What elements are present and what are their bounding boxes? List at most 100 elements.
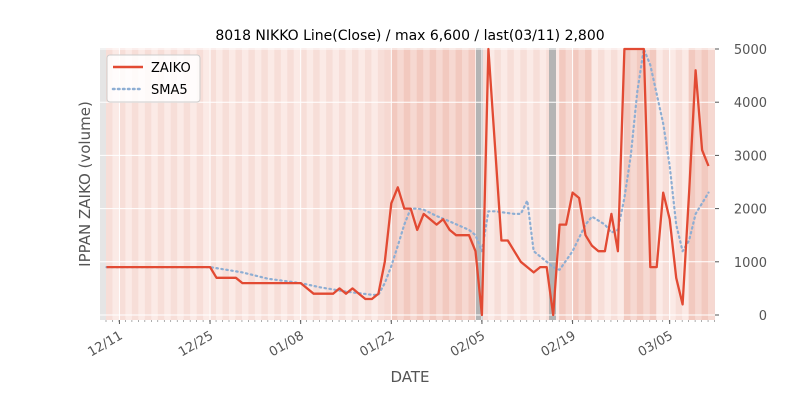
day-band xyxy=(358,48,366,320)
day-band xyxy=(287,48,295,320)
day-band xyxy=(675,48,683,320)
day-band xyxy=(267,48,275,320)
day-band xyxy=(565,48,573,320)
day-band xyxy=(235,48,243,320)
x-tick-label: 03/05 xyxy=(636,328,676,360)
chart-title: 8018 NIKKO Line(Close) / max 6,600 / las… xyxy=(215,28,604,44)
day-band xyxy=(164,48,172,320)
day-band xyxy=(591,48,599,320)
day-band xyxy=(533,48,541,320)
day-band xyxy=(695,48,702,320)
day-band xyxy=(352,48,359,320)
day-band xyxy=(254,48,262,320)
day-band xyxy=(416,48,424,320)
day-band xyxy=(423,48,431,320)
day-band xyxy=(125,48,133,320)
day-band xyxy=(390,48,398,320)
day-band xyxy=(377,48,385,320)
plot-area xyxy=(100,47,715,320)
y-tick-label: 1000 xyxy=(734,256,767,271)
day-band xyxy=(410,48,418,320)
day-band xyxy=(559,48,567,320)
day-band xyxy=(138,48,146,320)
day-band xyxy=(339,48,346,320)
day-band xyxy=(610,48,618,320)
day-band xyxy=(436,48,444,320)
y-tick-label: 5000 xyxy=(734,43,767,58)
day-band xyxy=(203,48,210,320)
day-band xyxy=(585,48,592,320)
day-band xyxy=(656,48,664,320)
y-axis-label: IPPAN ZAIKO (volume) xyxy=(76,101,94,267)
day-band xyxy=(630,48,638,320)
day-band xyxy=(190,48,198,320)
day-band xyxy=(157,48,165,320)
day-band xyxy=(151,48,159,320)
x-axis: 12/11 12/25 01/08 01/22 02/05 02/19 03/05 xyxy=(85,320,715,360)
y-tick-label: 0 xyxy=(759,309,767,324)
day-band xyxy=(345,48,353,320)
day-band xyxy=(319,48,327,320)
day-band xyxy=(442,48,450,320)
day-band xyxy=(274,48,282,320)
y-tick-label: 4000 xyxy=(734,96,767,111)
day-band xyxy=(623,48,631,320)
gap-band xyxy=(476,48,483,320)
day-band xyxy=(682,48,690,320)
day-band xyxy=(649,48,657,320)
day-band xyxy=(701,48,709,320)
day-band xyxy=(604,48,612,320)
day-band xyxy=(170,48,178,320)
day-band xyxy=(261,48,269,320)
day-band xyxy=(708,48,715,320)
day-band xyxy=(177,48,185,320)
day-band xyxy=(229,48,236,320)
x-tick-label: 01/08 xyxy=(267,328,307,360)
x-axis-label: DATE xyxy=(390,368,429,386)
x-tick-label: 12/25 xyxy=(176,328,216,360)
day-band xyxy=(118,48,126,320)
legend-zaiko-label: ZAIKO xyxy=(151,61,191,76)
day-band xyxy=(144,48,152,320)
day-band xyxy=(526,48,534,320)
day-band xyxy=(313,48,321,320)
day-band xyxy=(248,48,256,320)
day-band xyxy=(403,48,411,320)
day-band xyxy=(112,48,120,320)
legend: ZAIKO SMA5 xyxy=(106,54,201,103)
y-tick-label: 2000 xyxy=(734,203,767,218)
y-axis: 0 1000 2000 3000 4000 5000 xyxy=(715,43,767,324)
day-band xyxy=(397,48,405,320)
day-band xyxy=(669,48,677,320)
x-tick-label: 01/22 xyxy=(357,328,397,360)
day-band xyxy=(209,48,217,320)
day-band xyxy=(371,48,379,320)
day-band xyxy=(280,48,288,320)
y-tick-label: 3000 xyxy=(734,149,767,164)
day-band xyxy=(306,48,314,320)
day-band xyxy=(636,48,644,320)
day-band xyxy=(196,48,204,320)
day-band xyxy=(326,48,333,320)
day-band xyxy=(455,48,463,320)
day-band xyxy=(598,48,605,320)
day-band xyxy=(183,48,191,320)
legend-sma5-label: SMA5 xyxy=(151,83,188,98)
day-band xyxy=(552,48,560,320)
day-band xyxy=(688,48,696,320)
day-band xyxy=(572,48,579,320)
day-band xyxy=(429,48,437,320)
day-band xyxy=(332,48,340,320)
day-band xyxy=(462,48,469,320)
x-tick-label: 12/11 xyxy=(85,328,125,360)
day-band xyxy=(216,48,223,320)
day-band xyxy=(241,48,249,320)
day-band xyxy=(384,48,392,320)
day-band xyxy=(300,48,308,320)
day-band xyxy=(293,48,301,320)
day-band xyxy=(539,48,547,320)
day-band xyxy=(507,48,515,320)
day-band xyxy=(520,48,528,320)
x-tick-label: 02/05 xyxy=(448,328,488,360)
